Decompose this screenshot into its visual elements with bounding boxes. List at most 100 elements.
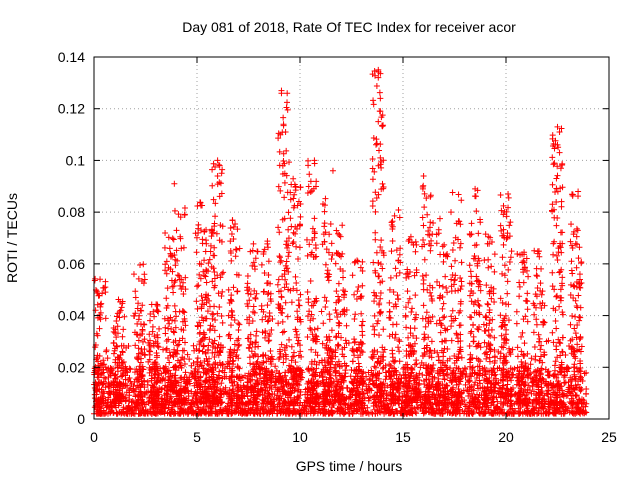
- data-point: [420, 316, 426, 322]
- data-point: [165, 285, 171, 291]
- data-point: [430, 220, 436, 226]
- data-point: [468, 268, 474, 274]
- data-point: [296, 297, 302, 303]
- data-point: [290, 176, 296, 182]
- data-point: [182, 205, 188, 211]
- data-point: [397, 338, 403, 344]
- data-point: [359, 332, 365, 338]
- data-point: [282, 369, 288, 375]
- data-point: [308, 189, 314, 195]
- data-point: [211, 253, 217, 259]
- data-point: [195, 282, 201, 288]
- data-point: [403, 313, 409, 319]
- data-point: [444, 346, 450, 352]
- data-point: [154, 332, 160, 338]
- data-point: [237, 246, 243, 252]
- data-point: [216, 290, 222, 296]
- data-point: [265, 338, 271, 344]
- data-point: [280, 319, 286, 325]
- data-point: [473, 193, 479, 199]
- data-point: [359, 259, 365, 265]
- data-point: [226, 332, 232, 338]
- data-point: [477, 358, 483, 364]
- data-point: [325, 274, 331, 280]
- data-point: [235, 374, 241, 380]
- data-point: [211, 361, 217, 367]
- data-points: [91, 67, 589, 417]
- data-point: [439, 306, 445, 312]
- data-point: [372, 293, 378, 299]
- data-point: [397, 252, 403, 258]
- data-point: [378, 237, 384, 243]
- data-point: [234, 247, 240, 253]
- data-point: [404, 362, 410, 368]
- data-point: [305, 253, 311, 259]
- data-point: [386, 300, 392, 306]
- data-point: [229, 309, 235, 315]
- data-point: [217, 334, 223, 340]
- data-point: [319, 308, 325, 314]
- data-point: [441, 242, 447, 248]
- data-point: [282, 277, 288, 283]
- data-point: [434, 240, 440, 246]
- data-point: [284, 259, 290, 265]
- data-point: [409, 305, 415, 311]
- data-point: [344, 323, 350, 329]
- data-point: [298, 214, 304, 220]
- data-point: [194, 203, 200, 209]
- data-point: [459, 355, 465, 361]
- data-point: [443, 285, 449, 291]
- data-point: [131, 271, 137, 277]
- data-point: [325, 267, 331, 273]
- data-point: [388, 275, 394, 281]
- data-point: [151, 314, 157, 320]
- data-point: [336, 297, 342, 303]
- data-point: [469, 220, 475, 226]
- data-point: [177, 283, 183, 289]
- data-point: [477, 303, 483, 309]
- data-point: [336, 343, 342, 349]
- data-point: [199, 314, 205, 320]
- data-point: [370, 323, 376, 329]
- data-point: [390, 322, 396, 328]
- data-point: [414, 361, 420, 367]
- data-point: [145, 379, 151, 385]
- data-point: [372, 313, 378, 319]
- data-point: [180, 348, 186, 354]
- data-point: [313, 254, 319, 260]
- data-point: [255, 249, 261, 255]
- data-point: [259, 317, 265, 323]
- data-point: [334, 314, 340, 320]
- data-point: [245, 273, 251, 279]
- data-point: [162, 230, 168, 236]
- data-point: [327, 316, 333, 322]
- data-point: [229, 231, 235, 237]
- data-point: [386, 361, 392, 367]
- data-point: [170, 290, 176, 296]
- data-point: [97, 326, 103, 332]
- data-point: [405, 288, 411, 294]
- data-point: [172, 208, 178, 214]
- data-point: [354, 288, 360, 294]
- data-point: [254, 328, 260, 334]
- data-point: [209, 183, 215, 189]
- data-point: [397, 372, 403, 378]
- data-point: [475, 302, 481, 308]
- data-point: [360, 349, 366, 355]
- data-point: [338, 234, 344, 240]
- data-point: [233, 246, 239, 252]
- data-point: [172, 303, 178, 309]
- data-point: [379, 265, 385, 271]
- data-point: [323, 262, 329, 268]
- data-point: [113, 318, 119, 324]
- data-point: [190, 343, 196, 349]
- data-point: [235, 343, 241, 349]
- data-point: [371, 101, 377, 107]
- data-point: [468, 329, 474, 335]
- data-point: [367, 377, 373, 383]
- data-point: [336, 281, 342, 287]
- data-point: [154, 302, 160, 308]
- data-point: [259, 303, 265, 309]
- data-point: [114, 314, 120, 320]
- data-point: [245, 280, 251, 286]
